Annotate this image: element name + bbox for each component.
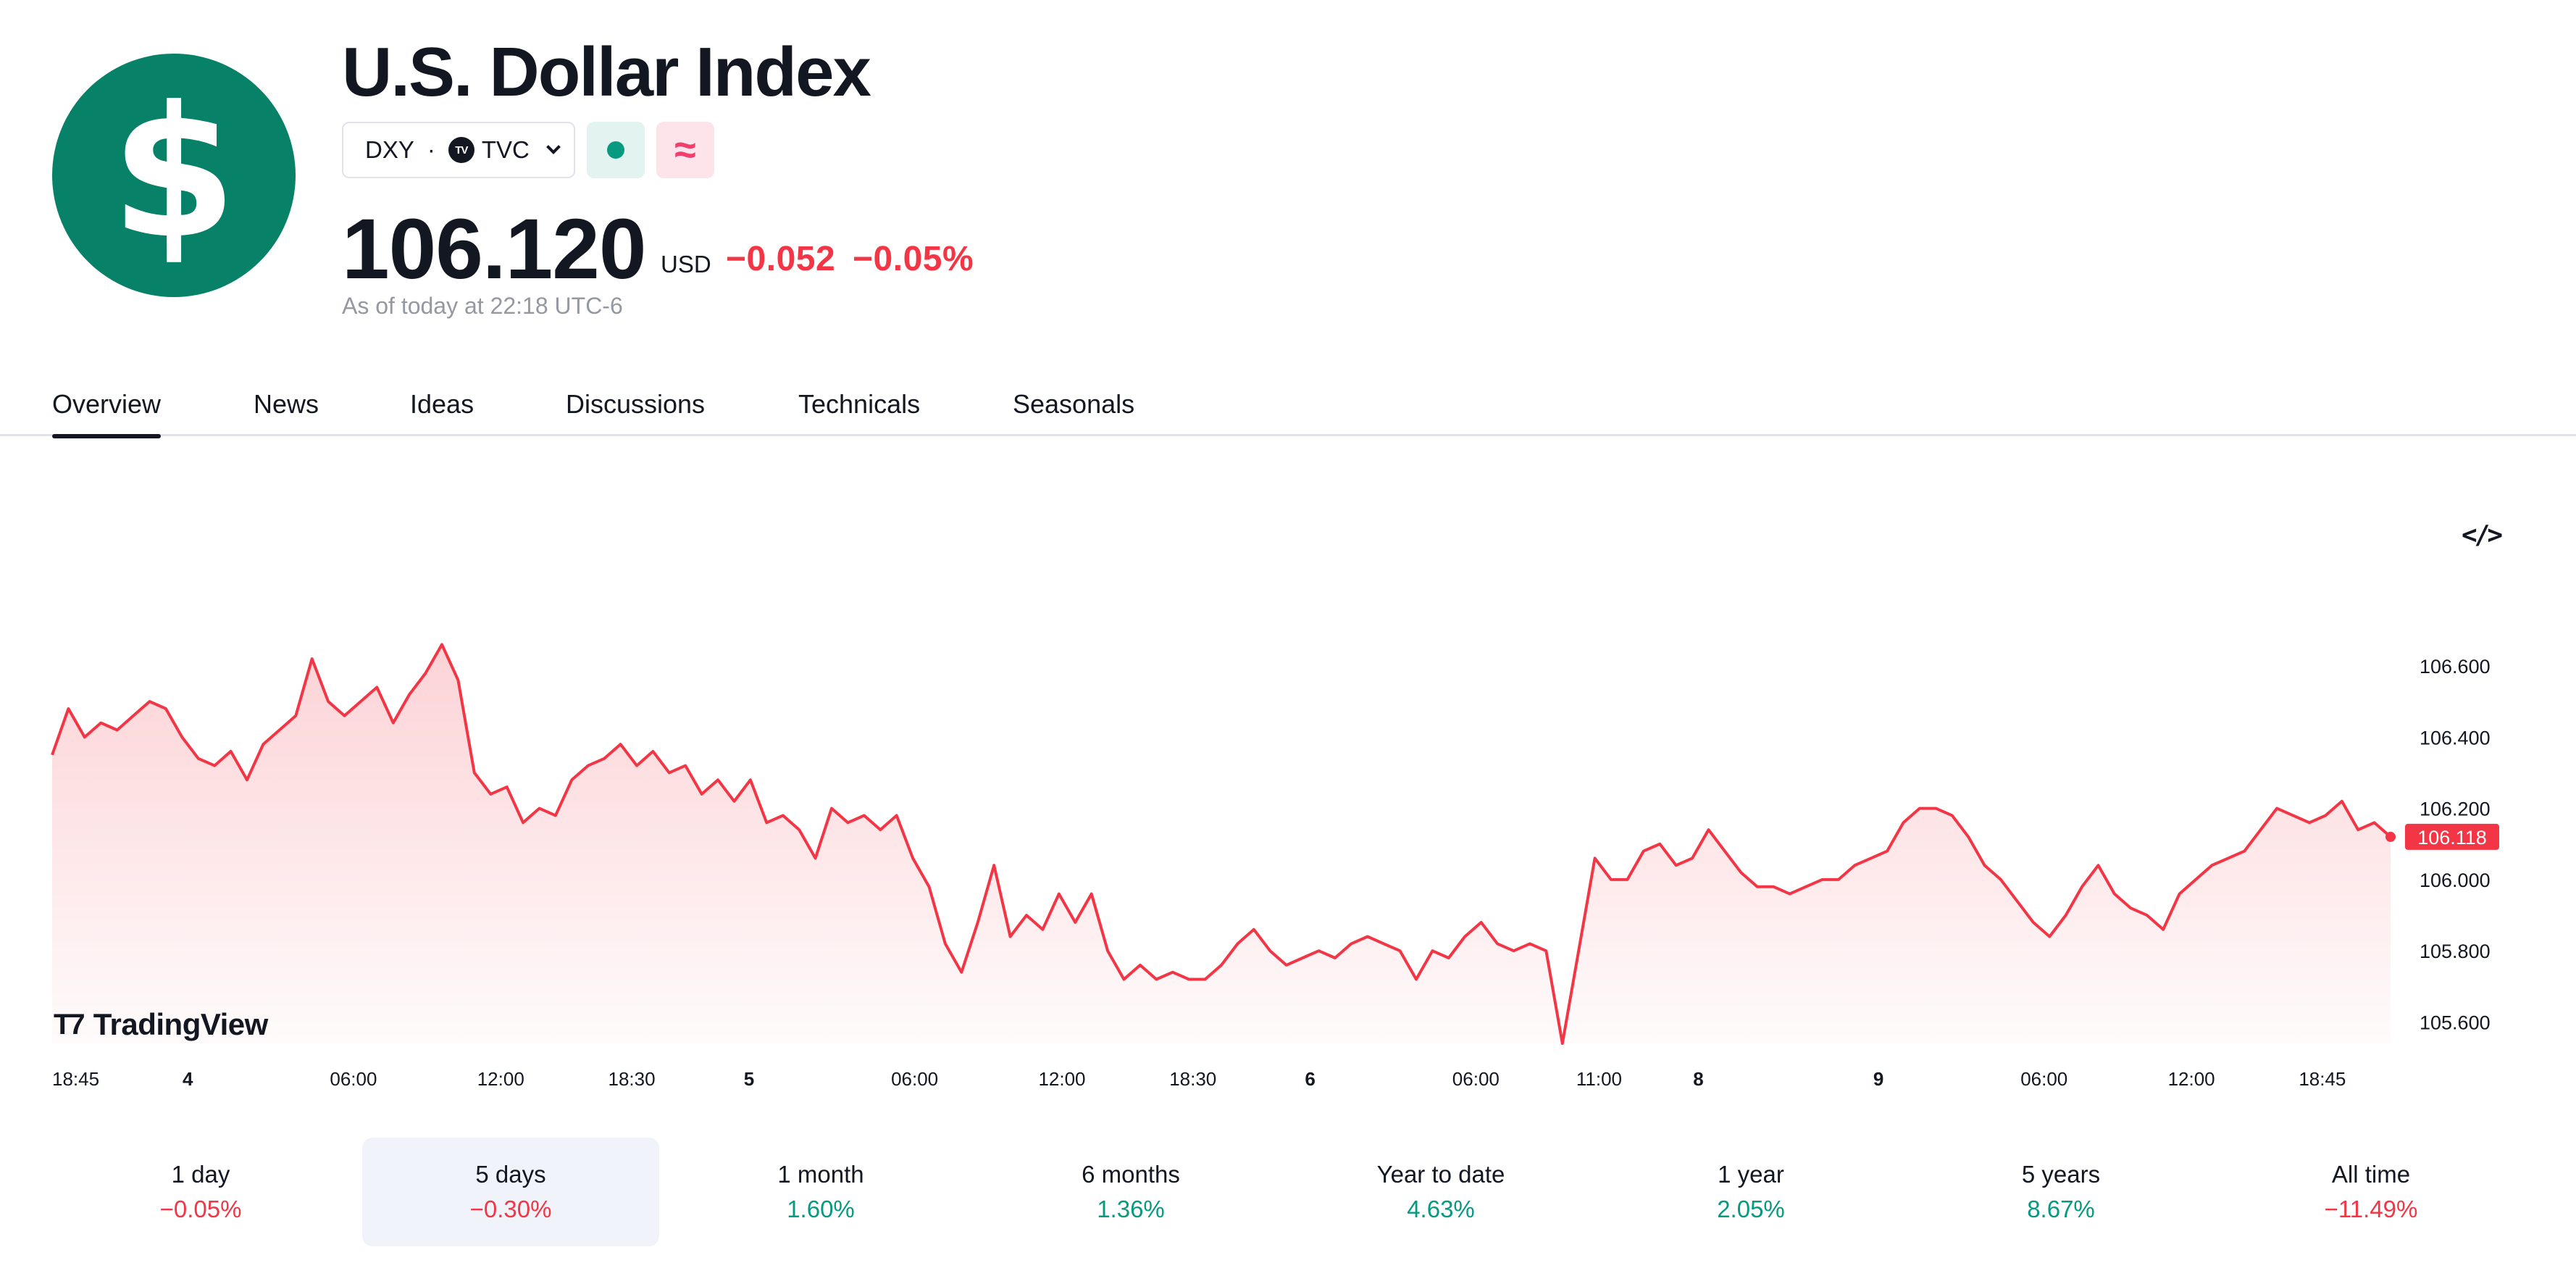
tradingview-logo-icon: T7 bbox=[54, 1008, 85, 1041]
range-label: 1 year bbox=[1718, 1161, 1784, 1188]
range-value: −0.05% bbox=[159, 1196, 242, 1222]
price-area-fill bbox=[52, 644, 2391, 1043]
tab-technicals[interactable]: Technicals bbox=[798, 389, 921, 419]
data-delay-button[interactable]: ≈ bbox=[656, 122, 714, 178]
range-5-years[interactable]: 5 years 8.67% bbox=[1912, 1138, 2209, 1246]
x-tick-label: 06:00 bbox=[2020, 1068, 2067, 1090]
range-value: 4.63% bbox=[1407, 1196, 1475, 1222]
y-tick-label: 106.600 bbox=[2420, 656, 2491, 678]
x-tick-label: 5 bbox=[744, 1068, 754, 1090]
range-1-month[interactable]: 1 month 1.60% bbox=[672, 1138, 969, 1246]
last-price-point bbox=[2385, 831, 2396, 842]
range-6-months[interactable]: 6 months 1.36% bbox=[982, 1138, 1279, 1246]
range-label: Year to date bbox=[1376, 1161, 1505, 1188]
x-tick-label: 18:45 bbox=[52, 1068, 99, 1090]
price-currency: USD bbox=[661, 251, 711, 278]
symbol-logo: $ bbox=[52, 54, 296, 297]
y-tick-label: 105.600 bbox=[2420, 1012, 2491, 1034]
range-label: 1 month bbox=[777, 1161, 864, 1188]
separator: · bbox=[427, 136, 435, 163]
price-timestamp: As of today at 22:18 UTC-6 bbox=[342, 293, 623, 319]
x-tick-label: 12:00 bbox=[2168, 1068, 2215, 1090]
watermark-text: TradingView bbox=[93, 1007, 269, 1041]
change-percent: −0.05% bbox=[853, 240, 974, 278]
x-tick-label: 06:00 bbox=[330, 1068, 377, 1090]
y-tick-label: 106.000 bbox=[2420, 870, 2491, 891]
range-value: 1.60% bbox=[787, 1196, 855, 1222]
x-tick-label: 12:00 bbox=[1038, 1068, 1085, 1090]
dollar-sign-icon: $ bbox=[111, 67, 237, 278]
range-1-day[interactable]: 1 day −0.05% bbox=[52, 1138, 349, 1246]
range-year-to-date[interactable]: Year to date 4.63% bbox=[1292, 1138, 1589, 1246]
x-tick-label: 12:00 bbox=[477, 1068, 524, 1090]
price-line bbox=[51, 643, 2392, 1045]
market-open-dot-icon bbox=[607, 141, 624, 159]
range-value: −11.49% bbox=[2324, 1196, 2418, 1222]
y-tick-label: 106.200 bbox=[2420, 799, 2491, 820]
section-tabs: Overview News Ideas Discussions Technica… bbox=[0, 384, 2576, 438]
code-embed-icon[interactable]: </> bbox=[2462, 520, 2503, 550]
tab-overview[interactable]: Overview bbox=[52, 384, 162, 438]
x-tick-label: 8 bbox=[1693, 1068, 1703, 1090]
tab-ideas[interactable]: Ideas bbox=[410, 389, 474, 419]
range-value: 2.05% bbox=[1717, 1196, 1785, 1222]
price-chart[interactable]: 106.600 106.400 106.200 106.000 105.800 105.6… bbox=[0, 609, 2576, 1101]
last-price: 106.120 bbox=[342, 201, 647, 297]
range-label: 5 years bbox=[2021, 1161, 2101, 1188]
x-tick-label: 06:00 bbox=[1452, 1068, 1500, 1090]
x-tick-label: 06:00 bbox=[891, 1068, 938, 1090]
range-1-year[interactable]: 1 year 2.05% bbox=[1602, 1138, 1899, 1246]
y-tick-label: 105.800 bbox=[2420, 941, 2491, 962]
range-label: 6 months bbox=[1082, 1161, 1180, 1188]
tradingview-watermark: T7 TradingView bbox=[54, 1007, 268, 1042]
page-title: U.S. Dollar Index bbox=[342, 33, 871, 111]
x-tick-label: 6 bbox=[1305, 1068, 1315, 1090]
tab-seasonals[interactable]: Seasonals bbox=[1013, 389, 1135, 419]
x-tick-label: 18:30 bbox=[1169, 1068, 1216, 1090]
range-value: 8.67% bbox=[2027, 1196, 2095, 1222]
tradingview-badge-icon: TV bbox=[448, 137, 474, 163]
exchange-name: TVC bbox=[481, 136, 530, 163]
performance-ranges: 1 day −0.05% 5 days −0.30% 1 month 1.60%… bbox=[52, 1138, 2524, 1246]
change-absolute: −0.052 bbox=[726, 240, 836, 278]
y-tick-label: 106.400 bbox=[2420, 727, 2491, 749]
range-label: 1 day bbox=[171, 1161, 230, 1188]
symbol-exchange-selector[interactable]: DXY · TV TVC bbox=[342, 122, 575, 178]
tab-news[interactable]: News bbox=[254, 389, 319, 419]
last-value-label-bg bbox=[2405, 823, 2499, 850]
x-tick-label: 18:30 bbox=[608, 1068, 655, 1090]
x-tick-label: 18:45 bbox=[2299, 1068, 2346, 1090]
range-value: −0.30% bbox=[469, 1196, 552, 1222]
delayed-data-icon: ≈ bbox=[674, 128, 696, 172]
market-status-button[interactable] bbox=[587, 122, 645, 178]
symbol-ticker: DXY bbox=[365, 136, 414, 163]
x-tick-label: 9 bbox=[1873, 1068, 1883, 1090]
range-5-days[interactable]: 5 days −0.30% bbox=[362, 1138, 659, 1246]
range-value: 1.36% bbox=[1097, 1196, 1165, 1222]
price-change: −0.052 −0.05% bbox=[726, 239, 974, 279]
range-label: All time bbox=[2331, 1161, 2411, 1188]
x-tick-label: 4 bbox=[183, 1068, 193, 1090]
last-value-label: 106.118 bbox=[2417, 827, 2487, 849]
chevron-down-icon bbox=[545, 140, 561, 154]
x-tick-label: 11:00 bbox=[1576, 1068, 1622, 1090]
range-all-time[interactable]: All time −11.49% bbox=[2222, 1138, 2519, 1246]
tab-discussions[interactable]: Discussions bbox=[566, 389, 706, 419]
range-label: 5 days bbox=[475, 1161, 546, 1188]
